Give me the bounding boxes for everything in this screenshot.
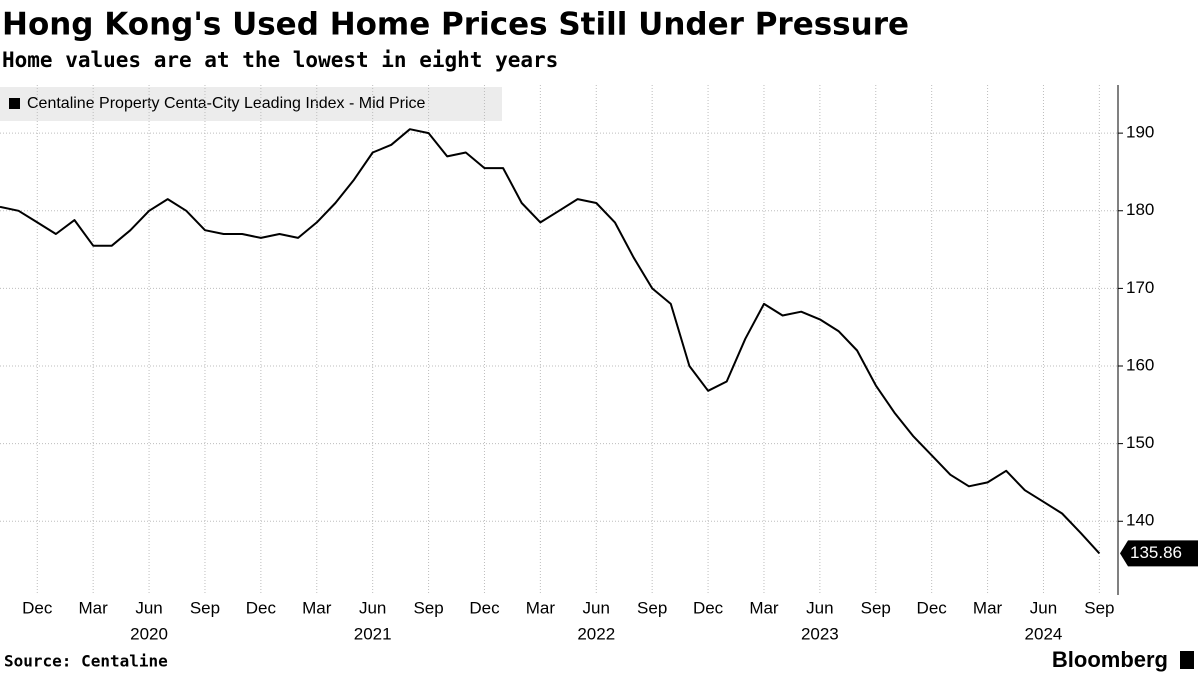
x-tick-label: Mar xyxy=(302,598,332,617)
x-year-label: 2022 xyxy=(577,624,615,643)
y-tick-label: 160 xyxy=(1126,355,1154,374)
x-tick-label: Dec xyxy=(917,598,948,617)
chart-title: Hong Kong's Used Home Prices Still Under… xyxy=(2,7,909,43)
x-tick-label: Jun xyxy=(135,598,162,617)
y-tick-label: 140 xyxy=(1126,511,1154,530)
x-tick-label: Dec xyxy=(246,598,277,617)
x-year-label: 2021 xyxy=(354,624,392,643)
legend-box xyxy=(0,87,502,121)
x-tick-label: Sep xyxy=(1084,598,1114,617)
line xyxy=(0,128,1101,555)
x-tick-label: Sep xyxy=(861,598,891,617)
x-tick-label: Jun xyxy=(359,598,386,617)
brand: Bloomberg xyxy=(1052,647,1168,672)
x-tick-label: Jun xyxy=(806,598,833,617)
last-value-label: 135.86 xyxy=(1130,543,1182,562)
legend-swatch xyxy=(9,98,20,109)
x-tick-label: Jun xyxy=(583,598,610,617)
x-tick-label: Mar xyxy=(973,598,1003,617)
x-tick-label: Dec xyxy=(22,598,53,617)
y-tick-label: 170 xyxy=(1126,278,1154,297)
x-tick-label: Mar xyxy=(526,598,556,617)
x-year-label: 2020 xyxy=(130,624,168,643)
y-tick-label: 180 xyxy=(1126,200,1154,219)
y-tick-label: 190 xyxy=(1126,123,1154,142)
legend-label: Centaline Property Centa-City Leading In… xyxy=(27,95,426,112)
x-tick-label: Sep xyxy=(637,598,667,617)
x-tick-label: Mar xyxy=(749,598,779,617)
x-tick-label: Dec xyxy=(469,598,500,617)
x-tick-label: Dec xyxy=(693,598,724,617)
x-year-label: 2024 xyxy=(1025,624,1063,643)
y-tick-label: 150 xyxy=(1126,433,1154,452)
x-tick-label: Jun xyxy=(1030,598,1057,617)
x-tick-label: Sep xyxy=(190,598,220,617)
last-value-box xyxy=(1120,540,1198,567)
chart-subtitle: Home values are at the lowest in eight y… xyxy=(2,48,558,72)
x-tick-label: Mar xyxy=(79,598,109,617)
x-year-label: 2023 xyxy=(801,624,839,643)
brand-icon xyxy=(1180,651,1194,669)
source: Source: Centaline xyxy=(4,652,168,671)
x-tick-label: Sep xyxy=(413,598,443,617)
